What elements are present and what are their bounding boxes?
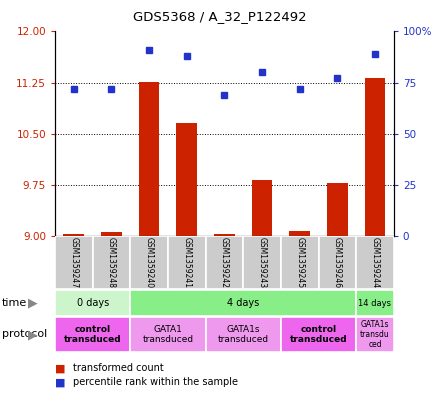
- Text: GATA1
transduced: GATA1 transduced: [143, 325, 194, 344]
- Text: control
transduced: control transduced: [290, 325, 347, 344]
- Text: ■: ■: [55, 363, 66, 373]
- Bar: [63, 235, 84, 236]
- Bar: [168, 236, 205, 289]
- Bar: [356, 290, 394, 316]
- Bar: [356, 317, 394, 352]
- Bar: [55, 290, 130, 316]
- Bar: [252, 180, 272, 236]
- Text: 14 days: 14 days: [359, 299, 392, 307]
- Text: ▶: ▶: [28, 296, 38, 310]
- Bar: [101, 232, 122, 236]
- Text: control
transduced: control transduced: [64, 325, 121, 344]
- Bar: [205, 236, 243, 289]
- Bar: [130, 236, 168, 289]
- Bar: [205, 317, 281, 352]
- Bar: [130, 317, 205, 352]
- Text: GSM1359243: GSM1359243: [257, 237, 267, 288]
- Text: GATA1s
transdu
ced: GATA1s transdu ced: [360, 320, 390, 349]
- Text: 4 days: 4 days: [227, 298, 259, 308]
- Text: GSM1359245: GSM1359245: [295, 237, 304, 288]
- Bar: [93, 236, 130, 289]
- Bar: [290, 231, 310, 236]
- Text: GSM1359244: GSM1359244: [370, 237, 379, 288]
- Bar: [281, 317, 356, 352]
- Bar: [243, 236, 281, 289]
- Text: 0 days: 0 days: [77, 298, 109, 308]
- Bar: [319, 236, 356, 289]
- Text: GDS5368 / A_32_P122492: GDS5368 / A_32_P122492: [133, 10, 307, 23]
- Text: GSM1359247: GSM1359247: [70, 237, 78, 288]
- Text: GSM1359241: GSM1359241: [182, 237, 191, 288]
- Bar: [55, 317, 130, 352]
- Text: time: time: [2, 298, 27, 308]
- Bar: [130, 290, 356, 316]
- Bar: [281, 236, 319, 289]
- Text: ▶: ▶: [28, 328, 38, 341]
- Bar: [176, 123, 197, 236]
- Text: GSM1359240: GSM1359240: [145, 237, 154, 288]
- Bar: [365, 78, 385, 236]
- Text: percentile rank within the sample: percentile rank within the sample: [73, 377, 238, 387]
- Bar: [327, 183, 348, 236]
- Text: transformed count: transformed count: [73, 363, 163, 373]
- Bar: [356, 236, 394, 289]
- Text: protocol: protocol: [2, 329, 48, 340]
- Text: GATA1s
transduced: GATA1s transduced: [218, 325, 269, 344]
- Bar: [139, 82, 159, 236]
- Text: GSM1359248: GSM1359248: [107, 237, 116, 288]
- Text: GSM1359246: GSM1359246: [333, 237, 342, 288]
- Text: ■: ■: [55, 377, 66, 387]
- Text: GSM1359242: GSM1359242: [220, 237, 229, 288]
- Bar: [55, 236, 93, 289]
- Bar: [214, 235, 235, 236]
